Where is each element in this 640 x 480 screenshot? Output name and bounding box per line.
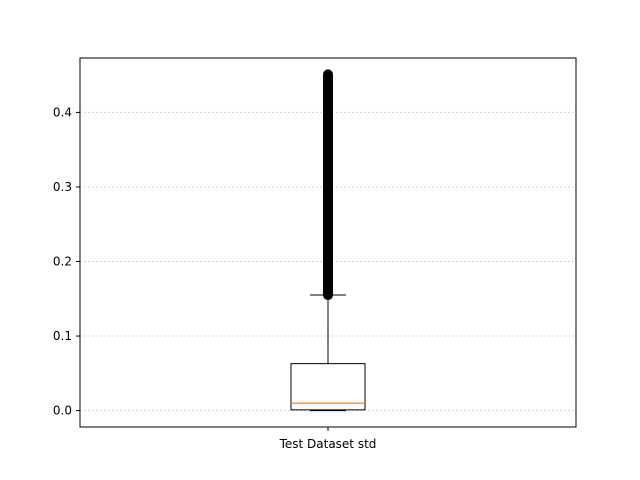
y-tick-label: 0.3: [53, 180, 72, 194]
y-tick-label: 0.0: [53, 404, 72, 418]
y-tick-label: 0.4: [53, 105, 72, 119]
boxplot-series: [290, 69, 366, 412]
y-tick-label: 0.1: [53, 329, 72, 343]
y-tick-label: 0.2: [53, 255, 72, 269]
iqr-box: [290, 363, 366, 411]
x-tick-label: Test Dataset std: [279, 437, 377, 451]
y-axis: 0.0 0.1 0.2 0.3 0.4: [53, 105, 80, 418]
x-axis: Test Dataset std: [279, 427, 377, 451]
